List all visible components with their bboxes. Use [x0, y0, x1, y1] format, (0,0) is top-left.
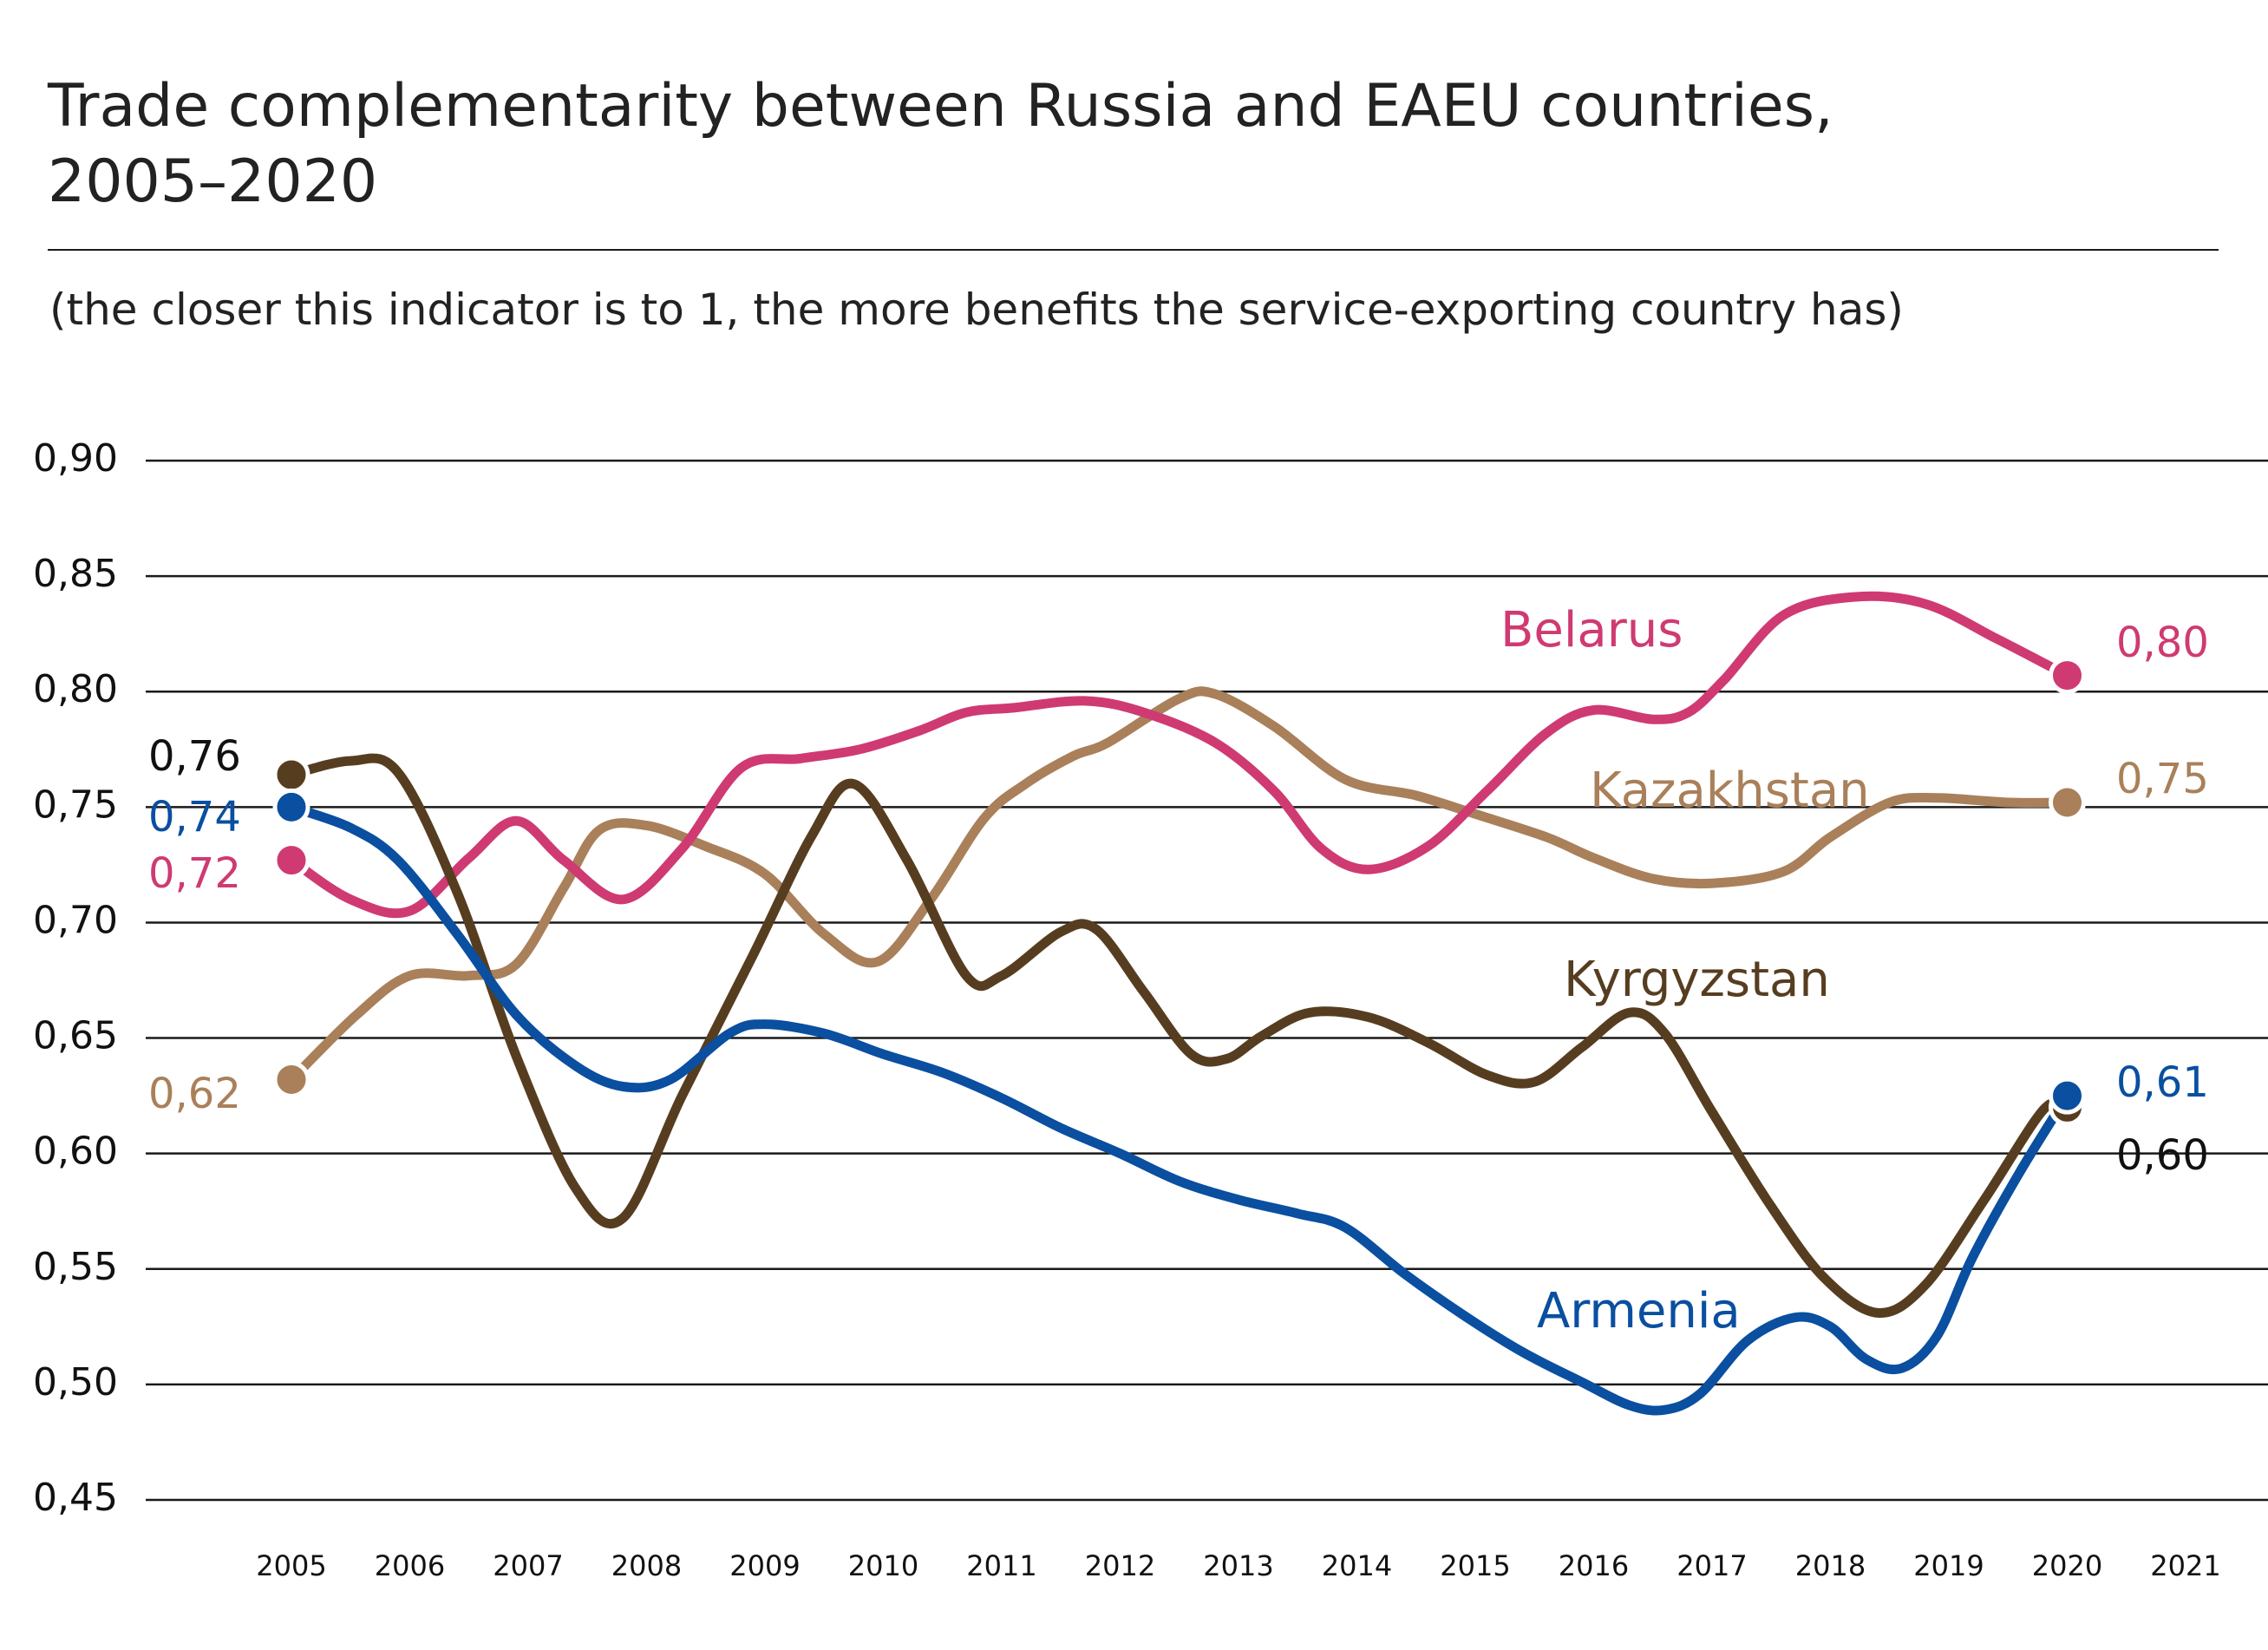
x-tick-label: 2006	[375, 1549, 445, 1582]
series-label-armenia: Armenia	[1537, 1283, 1741, 1339]
x-tick-label: 2014	[1322, 1549, 1392, 1582]
x-tick-label: 2020	[2032, 1549, 2102, 1582]
x-tick-label: 2012	[1085, 1549, 1155, 1582]
x-tick-label: 2005	[256, 1549, 326, 1582]
y-tick-label: 0,65	[33, 1014, 118, 1058]
x-tick-label: 2008	[611, 1549, 682, 1582]
x-tick-label: 2021	[2150, 1549, 2220, 1582]
chart-title-line-2: 2005–2020	[48, 147, 377, 216]
series-labels: Belarus Kazakhstan Kyrgyzstan Armenia	[1500, 602, 1870, 1339]
end-label-armenia: 0,61	[2116, 1058, 2209, 1107]
y-tick-label: 0,60	[33, 1129, 118, 1174]
chart-subtitle: (the closer this indicator is to 1, the …	[49, 285, 1904, 335]
start-label-belarus: 0,72	[148, 849, 241, 898]
end-marker-armenia	[2049, 1077, 2086, 1115]
y-tick-label: 0,45	[33, 1476, 118, 1520]
start-marker-belarus	[272, 841, 310, 880]
y-tick-label: 0,90	[33, 436, 118, 481]
end-marker-kazakhstan	[2049, 783, 2086, 822]
series-label-belarus: Belarus	[1500, 602, 1683, 658]
x-tick-label: 2018	[1795, 1549, 1866, 1582]
x-tick-label: 2010	[848, 1549, 918, 1582]
end-label-kyrgyzstan: 0,60	[2116, 1131, 2209, 1180]
y-tick-label: 0,80	[33, 667, 118, 711]
end-label-belarus: 0,80	[2116, 619, 2209, 667]
markers	[272, 657, 2086, 1126]
x-tick-label: 2016	[1559, 1549, 1629, 1582]
start-label-kazakhstan: 0,62	[148, 1070, 241, 1118]
y-tick-label: 0,50	[33, 1360, 118, 1404]
series-line-kazakhstan	[286, 686, 2072, 1084]
x-tick-label: 2007	[493, 1549, 563, 1582]
x-tick-label: 2015	[1440, 1549, 1510, 1582]
series-line-belarus	[286, 591, 2072, 919]
value-labels: 0,76 0,74 0,72 0,62 0,80 0,75 0,61 0,60	[148, 619, 2209, 1180]
y-tick-label: 0,85	[33, 552, 118, 596]
series	[286, 591, 2072, 1416]
x-tick-label: 2011	[966, 1549, 1036, 1582]
start-marker-armenia	[272, 788, 310, 826]
x-tick-label: 2019	[1913, 1549, 1984, 1582]
y-tick-label: 0,55	[33, 1245, 118, 1289]
start-marker-kyrgyzstan	[272, 756, 310, 794]
series-label-kyrgyzstan: Kyrgyzstan	[1564, 952, 1830, 1008]
end-marker-belarus	[2049, 657, 2086, 695]
x-tick-label: 2013	[1203, 1549, 1273, 1582]
y-axis-ticks: 0,45 0,50 0,55 0,60 0,65 0,70 0,75 0,80 0,85 0,90	[33, 436, 118, 1520]
x-tick-label: 2017	[1676, 1549, 1747, 1582]
end-label-kazakhstan: 0,75	[2116, 755, 2209, 803]
y-tick-label: 0,75	[33, 782, 118, 827]
x-axis-ticks: 2005 2006 2007 2008 2009 2010 2011 2012 2013 2014…	[256, 1549, 2220, 1582]
series-label-kazakhstan: Kazakhstan	[1590, 763, 1870, 819]
start-label-armenia: 0,74	[148, 793, 241, 841]
x-tick-label: 2009	[729, 1549, 800, 1582]
chart-title-line-1: Trade complementarity between Russia and…	[47, 72, 1833, 141]
start-marker-kazakhstan	[272, 1060, 310, 1098]
y-tick-label: 0,70	[33, 898, 118, 942]
start-label-kyrgyzstan: 0,76	[148, 732, 241, 781]
series-line-kyrgyzstan	[286, 753, 2072, 1318]
series-line-armenia	[286, 802, 2072, 1416]
